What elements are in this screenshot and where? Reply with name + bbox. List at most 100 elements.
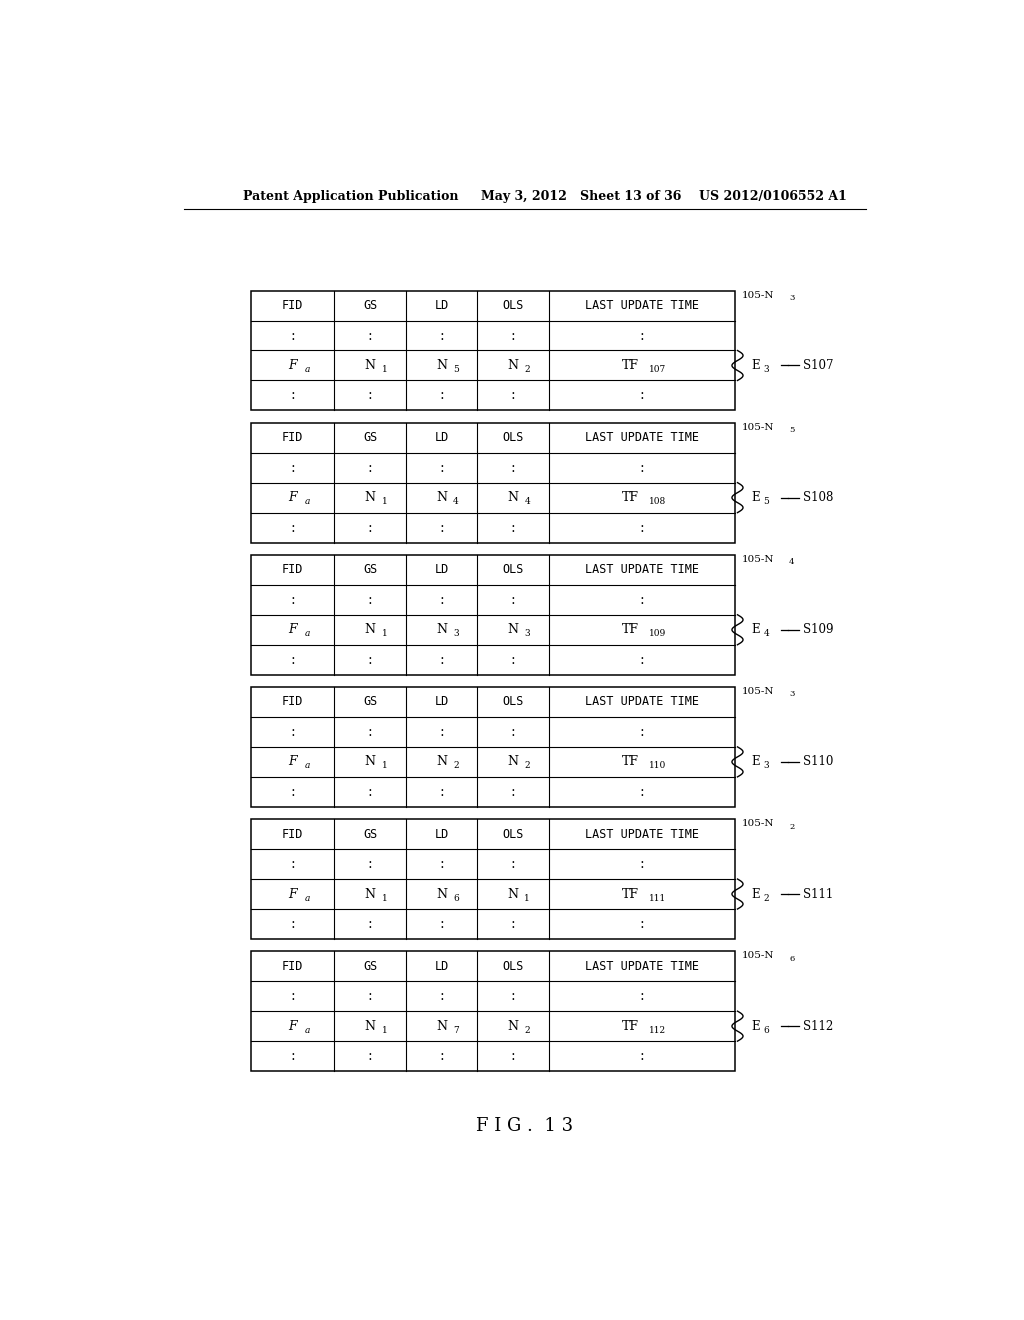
Text: 3: 3 (524, 630, 530, 639)
Text: N: N (436, 623, 446, 636)
Bar (251, 686, 735, 807)
Text: :: : (368, 989, 373, 1003)
Text: F: F (289, 491, 297, 504)
Text: E: E (751, 887, 760, 900)
Text: a: a (304, 894, 309, 903)
Text: :: : (368, 329, 373, 342)
Text: :: : (291, 989, 295, 1003)
Text: 1: 1 (382, 1026, 387, 1035)
Text: :: : (439, 593, 443, 607)
Text: N: N (508, 623, 518, 636)
Text: N: N (508, 887, 518, 900)
Text: 105-N: 105-N (741, 686, 774, 696)
Text: 3: 3 (790, 690, 795, 698)
Text: 3: 3 (764, 762, 769, 771)
Text: :: : (368, 461, 373, 475)
Text: OLS: OLS (502, 300, 523, 312)
Text: :: : (640, 388, 644, 403)
Text: GS: GS (362, 828, 377, 841)
Text: N: N (436, 755, 446, 768)
Text: :: : (291, 917, 295, 931)
Text: :: : (640, 520, 644, 535)
Text: LD: LD (434, 432, 449, 444)
Text: 5: 5 (790, 426, 795, 434)
Text: :: : (439, 388, 443, 403)
Text: 6: 6 (790, 954, 795, 962)
Text: 1: 1 (382, 366, 387, 374)
Text: N: N (436, 1019, 446, 1032)
Text: GS: GS (362, 300, 377, 312)
Text: 3: 3 (764, 366, 769, 374)
Text: :: : (511, 593, 515, 607)
Text: :: : (439, 725, 443, 739)
Text: :: : (368, 593, 373, 607)
Bar (251, 422, 735, 543)
Text: 2: 2 (524, 366, 530, 374)
Text: FID: FID (282, 564, 303, 577)
Text: FID: FID (282, 696, 303, 709)
Text: :: : (640, 329, 644, 342)
Text: LAST UPDATE TIME: LAST UPDATE TIME (585, 564, 698, 577)
Text: :: : (439, 917, 443, 931)
Text: 2: 2 (453, 762, 459, 771)
Text: :: : (368, 725, 373, 739)
Text: :: : (291, 857, 295, 871)
Text: N: N (508, 755, 518, 768)
Text: a: a (304, 762, 309, 771)
Text: :: : (291, 652, 295, 667)
Text: :: : (291, 388, 295, 403)
Text: 5: 5 (453, 366, 459, 374)
Text: S111: S111 (803, 887, 833, 900)
Text: :: : (511, 917, 515, 931)
Text: :: : (511, 329, 515, 342)
Text: US 2012/0106552 A1: US 2012/0106552 A1 (699, 190, 847, 202)
Text: LAST UPDATE TIME: LAST UPDATE TIME (585, 960, 698, 973)
Text: F: F (289, 359, 297, 372)
Text: N: N (365, 755, 376, 768)
Text: 108: 108 (649, 498, 667, 506)
Text: :: : (640, 857, 644, 871)
Text: LAST UPDATE TIME: LAST UPDATE TIME (585, 432, 698, 444)
Text: 4: 4 (453, 498, 459, 506)
Text: LD: LD (434, 828, 449, 841)
Text: 112: 112 (649, 1026, 667, 1035)
Text: a: a (304, 1026, 309, 1035)
Text: N: N (436, 359, 446, 372)
Text: :: : (640, 652, 644, 667)
Text: :: : (291, 520, 295, 535)
Text: 109: 109 (649, 630, 667, 639)
Text: :: : (640, 725, 644, 739)
Text: :: : (368, 857, 373, 871)
Text: :: : (640, 917, 644, 931)
Text: 3: 3 (790, 294, 795, 302)
Text: :: : (511, 388, 515, 403)
Text: 105-N: 105-N (741, 818, 774, 828)
Text: :: : (439, 857, 443, 871)
Text: TF: TF (622, 1019, 638, 1032)
Text: LD: LD (434, 696, 449, 709)
Text: 2: 2 (524, 762, 530, 771)
Text: :: : (640, 989, 644, 1003)
Text: 4: 4 (790, 558, 795, 566)
Text: OLS: OLS (502, 696, 523, 709)
Text: OLS: OLS (502, 828, 523, 841)
Text: :: : (511, 520, 515, 535)
Text: :: : (640, 785, 644, 799)
Text: :: : (368, 652, 373, 667)
Text: E: E (751, 491, 760, 504)
Text: :: : (368, 917, 373, 931)
Text: :: : (640, 593, 644, 607)
Text: a: a (304, 630, 309, 639)
Text: N: N (365, 491, 376, 504)
Text: LAST UPDATE TIME: LAST UPDATE TIME (585, 696, 698, 709)
Text: LD: LD (434, 300, 449, 312)
Text: TF: TF (622, 359, 638, 372)
Text: N: N (365, 359, 376, 372)
Text: :: : (511, 461, 515, 475)
Text: 1: 1 (524, 894, 530, 903)
Text: FID: FID (282, 300, 303, 312)
Text: N: N (365, 1019, 376, 1032)
Text: F: F (289, 887, 297, 900)
Text: 7: 7 (453, 1026, 459, 1035)
Text: a: a (304, 498, 309, 506)
